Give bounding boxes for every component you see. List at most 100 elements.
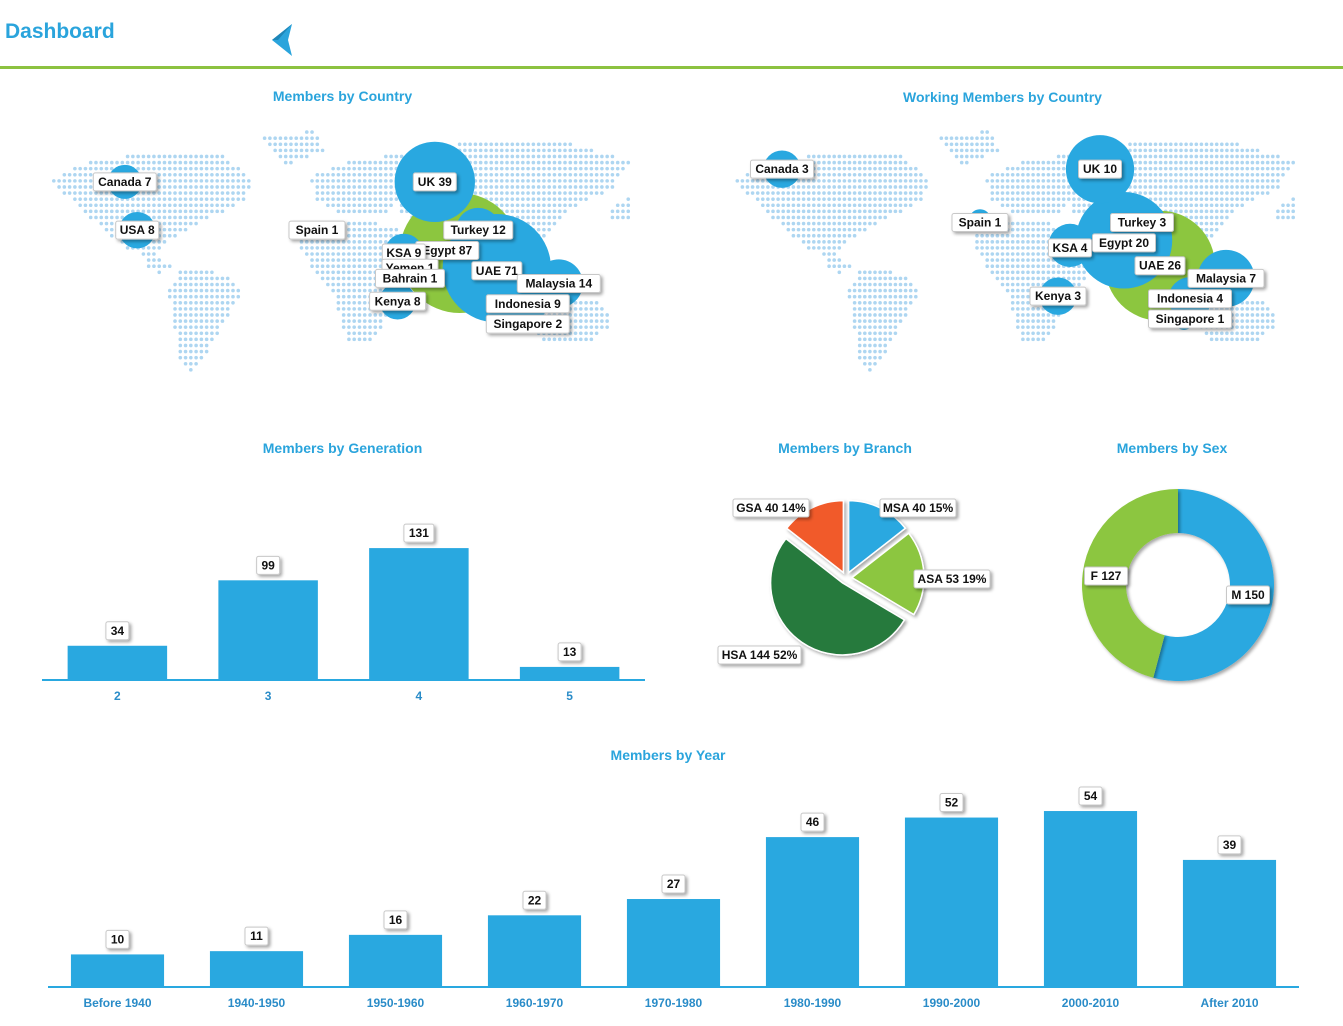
bar-1980-1990	[765, 837, 860, 987]
map-label-canada-box	[92, 172, 157, 192]
map-label-usa-text: USA 8	[120, 223, 155, 237]
map-label-canada-text: Canada 3	[755, 162, 809, 176]
map-label-turkey-box	[1110, 213, 1174, 233]
map-label-uk-text: UK 10	[1083, 162, 1117, 176]
bar-value-label-0-text: 10	[111, 932, 125, 946]
chart-title-year: Members by Year	[610, 747, 726, 763]
map-label-singapore-text: Singapore 2	[493, 317, 562, 331]
map-label-uae-box	[471, 261, 523, 281]
bar-value-label-6: 52	[939, 793, 964, 813]
map-label-indonesia: Indonesia 9	[485, 294, 570, 314]
map-label-canada-box	[750, 159, 814, 179]
bar-value-label-3: 13	[557, 642, 582, 662]
x-tick-label-7: 2000-2010	[1062, 996, 1120, 1010]
bar-chart-year: 10 Before 1940 11 1940-1950 16 1950-1960 22 196…	[48, 786, 1299, 1010]
chart-title-working: Working Members by Country	[903, 89, 1102, 105]
bar-value-label-7-box	[1078, 786, 1103, 806]
chart-title-sex: Members by Sex	[1116, 440, 1228, 456]
donut-label-m: M 150	[1226, 585, 1270, 605]
map-label-uae: UAE 71	[471, 261, 523, 281]
bar-value-label-8: 39	[1217, 835, 1242, 855]
map-label-kenya-box	[369, 291, 427, 311]
x-tick-label-4: 1970-1980	[645, 996, 703, 1010]
x-tick-label-2: 4	[416, 689, 423, 703]
x-tick-label-1: 3	[265, 689, 272, 703]
map-label-ksa: KSA 4	[1048, 238, 1092, 258]
pie-label-gsa-box	[732, 498, 810, 518]
bar-value-label-5-text: 46	[806, 815, 820, 829]
pie-label-msa-text: MSA 40 15%	[883, 501, 954, 515]
map-label-malaysia-box	[516, 273, 601, 293]
bar-value-label-2-box	[383, 910, 408, 930]
map-label-spain-text: Spain 1	[296, 223, 339, 237]
bar-1940-1950	[209, 951, 304, 987]
bar-value-label-5: 46	[800, 812, 825, 832]
bar-after-2010	[1182, 859, 1277, 987]
bar-value-label-1-text: 11	[250, 929, 263, 943]
chevron-left-icon	[272, 24, 292, 56]
bar-3	[218, 580, 318, 680]
pie-label-hsa: HSA 144 52%	[717, 645, 802, 665]
x-tick-label-0: Before 1940	[83, 996, 151, 1010]
map-label-usa-box	[115, 220, 160, 240]
bar-value-label-8-box	[1217, 835, 1242, 855]
map-label-uk-box	[1078, 159, 1122, 179]
map-label-singapore-box	[485, 314, 570, 334]
bar-5	[519, 666, 620, 680]
bar-4	[369, 548, 469, 680]
map-label-usa: USA 8	[115, 220, 160, 240]
bar-value-label-3-box	[522, 890, 547, 910]
bar-value-label-2-text: 131	[409, 526, 429, 540]
map-label-spain: Spain 1	[288, 220, 346, 240]
bar-value-label-0: 34	[105, 621, 130, 641]
bar-value-label-6-box	[939, 793, 964, 813]
bar-2000-2010	[1043, 811, 1138, 987]
map-label-uk: UK 10	[1078, 159, 1122, 179]
map-label-egypt-box	[1092, 233, 1156, 253]
back-button[interactable]	[266, 22, 298, 58]
donut-slice-f	[1081, 489, 1178, 678]
x-tick-label-3: 5	[566, 689, 573, 703]
map-label-canada-text: Canada 7	[98, 175, 152, 189]
bar-1950-1960	[348, 934, 443, 987]
map-working-members-by-country: Canada 3 UK 10 Spain 1 Turkey 3 KSA 4 Egypt 2…	[735, 130, 1295, 372]
map-label-indonesia-box	[485, 294, 570, 314]
map-label-uae: UAE 26	[1134, 256, 1186, 276]
map-label-turkey-box	[443, 220, 514, 240]
map-label-uk-text: UK 39	[418, 175, 452, 189]
pie-label-asa-box	[913, 569, 991, 589]
page-title: Dashboard	[5, 20, 115, 43]
map-label-kenya-text: Kenya 3	[1035, 289, 1081, 303]
map-label-egypt-text: Egypt 20	[1099, 236, 1149, 250]
map-label-kenya-box	[1029, 286, 1087, 306]
chart-title-country: Members by Country	[272, 88, 413, 104]
pie-slice-gsa	[785, 499, 845, 575]
x-tick-label-3: 1960-1970	[506, 996, 564, 1010]
map-label-egypt-text: Egypt 87	[422, 243, 472, 257]
map-label-uae-text: UAE 26	[1139, 259, 1181, 273]
map-label-spain-box	[288, 220, 346, 240]
bar-before-1940	[70, 954, 165, 987]
map-label-ksa-text: KSA 4	[1053, 241, 1088, 255]
pie-label-asa: ASA 53 19%	[913, 569, 991, 589]
bar-value-label-8-text: 39	[1223, 838, 1237, 852]
map-label-indonesia-text: Indonesia 4	[1157, 292, 1223, 306]
map-label-malaysia-text: Malaysia 7	[1196, 271, 1256, 285]
map-label-kenya: Kenya 8	[369, 291, 427, 311]
map-label-singapore: Singapore 1	[1148, 309, 1232, 329]
header-divider	[0, 66, 1343, 69]
bar-value-label-3-text: 22	[528, 893, 542, 907]
map-label-canada: Canada 3	[750, 159, 814, 179]
pie-slice-hsa	[769, 537, 906, 656]
donut-slice-m	[1153, 489, 1274, 681]
map-label-singapore: Singapore 2	[485, 314, 570, 334]
bar-value-label-2: 131	[403, 523, 435, 543]
bar-value-label-0-box	[105, 621, 130, 641]
bar-value-label-4-box	[661, 874, 686, 894]
map-label-turkey: Turkey 12	[443, 220, 514, 240]
pie-label-hsa-text: HSA 144 52%	[722, 648, 798, 662]
pie-label-gsa-text: GSA 40 14%	[736, 501, 806, 515]
map-label-turkey-text: Turkey 12	[451, 223, 506, 237]
map-label-singapore-box	[1148, 309, 1232, 329]
map-label-bahrain-text: Bahrain 1	[383, 271, 438, 285]
